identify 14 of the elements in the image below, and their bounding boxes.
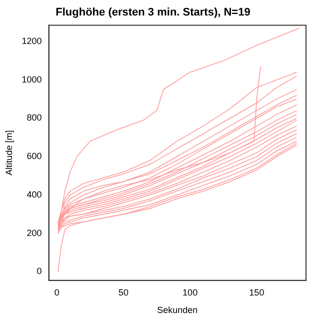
y-tick-label: 1200 xyxy=(22,36,42,46)
x-tick-label: 100 xyxy=(182,287,198,298)
y-tick-label: 800 xyxy=(26,112,42,123)
y-axis-title: Altitude [m] xyxy=(4,130,14,176)
y-tick-label: 1000 xyxy=(22,74,42,84)
x-axis-title: Sekunden xyxy=(157,305,198,316)
chart-title: Flughöhe (ersten 3 min. Starts), N=19 xyxy=(56,6,250,19)
y-tick-label: 600 xyxy=(26,151,42,162)
y-tick-label: 400 xyxy=(26,190,42,200)
x-tick-label: 0 xyxy=(54,287,60,298)
y-tick-label: 200 xyxy=(26,228,42,238)
x-tick-label: 50 xyxy=(118,287,128,298)
y-tick-label: 0 xyxy=(36,266,42,276)
x-tick-label: 150 xyxy=(249,287,264,298)
